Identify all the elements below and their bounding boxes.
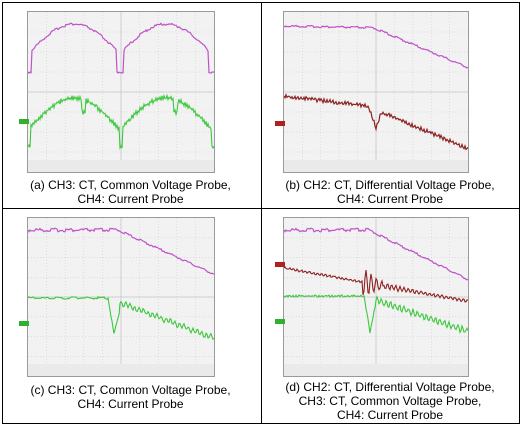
status-strip bbox=[284, 364, 468, 376]
status-strip bbox=[28, 160, 214, 172]
scope-grid bbox=[284, 12, 468, 172]
caption-b-line-2: CH4: Current Probe bbox=[336, 192, 444, 206]
waveform-ch3-magenta bbox=[284, 227, 468, 281]
panel-c: (c) CH3: CT, Common Voltage Probe, CH4: … bbox=[3, 207, 258, 423]
scope-grid bbox=[284, 218, 468, 376]
status-strip bbox=[284, 160, 468, 172]
panel-d: (d) CH2: CT, Differential Voltage Probe,… bbox=[261, 207, 519, 423]
caption-c: (c) CH3: CT, Common Voltage Probe, CH4: … bbox=[3, 383, 258, 411]
divider-vertical bbox=[261, 3, 262, 423]
waveform-ch3-magenta bbox=[28, 227, 214, 275]
waveform-ch2-magenta bbox=[284, 24, 468, 69]
scope-grid bbox=[28, 12, 214, 172]
scope-screen-d bbox=[283, 217, 469, 377]
caption-b-line-1: (b) CH2: CT, Differential Voltage Probe, bbox=[285, 178, 495, 192]
panel-b: (b) CH2: CT, Differential Voltage Probe,… bbox=[261, 3, 519, 206]
channel-marker-green-d bbox=[275, 319, 285, 324]
waveform-ch2-darkred bbox=[284, 266, 468, 303]
waveform-ch4-green bbox=[284, 294, 468, 334]
scope-plot-d bbox=[284, 218, 468, 376]
channel-marker-red-b bbox=[275, 121, 285, 126]
caption-a-line-2: CH4: Current Probe bbox=[77, 192, 184, 206]
caption-d-line-1: (d) CH2: CT, Differential Voltage Probe, bbox=[285, 380, 495, 394]
caption-c-line-1: (c) CH3: CT, Common Voltage Probe, bbox=[30, 383, 231, 397]
scope-plot-b bbox=[284, 12, 468, 172]
scope-screen-c bbox=[27, 217, 215, 377]
scope-screen-b bbox=[283, 11, 469, 173]
caption-d-line-3: CH4: Current Probe bbox=[336, 408, 444, 422]
caption-a-line-1: (a) CH3: CT, Common Voltage Probe, bbox=[30, 178, 231, 192]
divider-horizontal bbox=[3, 208, 519, 209]
scope-screen-a bbox=[27, 11, 215, 173]
caption-a: (a) CH3: CT, Common Voltage Probe, CH4: … bbox=[3, 178, 258, 206]
figure-grid bbox=[2, 2, 520, 424]
scope-plot-a bbox=[28, 12, 214, 172]
status-strip bbox=[28, 364, 214, 376]
panel-a: (a) CH3: CT, Common Voltage Probe, CH4: … bbox=[3, 3, 258, 206]
channel-marker-green-c bbox=[19, 321, 29, 326]
caption-d: (d) CH2: CT, Differential Voltage Probe,… bbox=[261, 380, 519, 422]
caption-b: (b) CH2: CT, Differential Voltage Probe,… bbox=[261, 178, 519, 206]
caption-d-line-2: CH3: CT, Common Voltage Probe, bbox=[298, 394, 482, 408]
waveform-ch4-darkred bbox=[284, 93, 468, 151]
waveform-ch4-green bbox=[28, 295, 214, 341]
channel-marker-red-d bbox=[275, 262, 285, 267]
waveform-ch3-magenta bbox=[28, 22, 214, 74]
waveform-ch4-green bbox=[28, 93, 214, 151]
channel-marker-green-a bbox=[19, 119, 29, 124]
scope-plot-c bbox=[28, 218, 214, 376]
caption-c-line-2: CH4: Current Probe bbox=[77, 397, 184, 411]
